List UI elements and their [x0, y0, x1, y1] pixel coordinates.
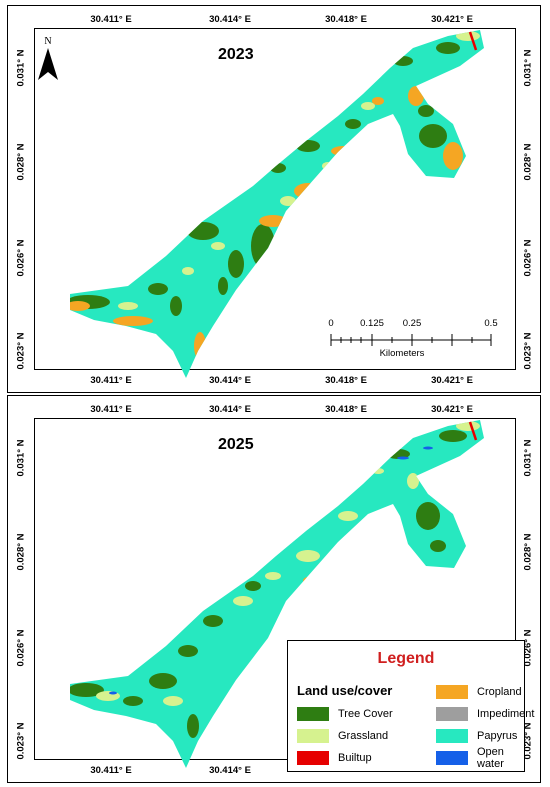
scale-unit: Kilometers	[379, 348, 425, 359]
north-label: N	[44, 36, 52, 47]
lon-tick-label: 30.414° E	[209, 14, 251, 25]
legend-swatch	[436, 729, 468, 743]
lon-tick-label: 30.418° E	[325, 404, 367, 415]
legend: Legend Land use/cover Cropland Tree Cove…	[287, 640, 534, 772]
builtup-road	[468, 421, 478, 441]
lon-tick-label: 30.414° E	[209, 404, 251, 415]
legend-title: Legend	[377, 650, 435, 667]
panel-title: 2023	[218, 46, 254, 63]
lon-tick-label: 30.414° E	[209, 765, 251, 776]
legend-label: Cropland	[477, 686, 522, 698]
legend-swatch	[436, 707, 468, 721]
scale-label: 0.5	[484, 318, 498, 329]
scale-label: 0	[328, 318, 334, 329]
legend-subtitle: Land use/cover	[297, 683, 393, 698]
legend-item-cropland: Cropland	[436, 685, 522, 699]
legend-swatch	[297, 751, 329, 765]
legend-swatch	[436, 751, 468, 765]
scale-bar: 0 0.125 0.25 0.5 Kilometers	[326, 318, 498, 368]
scale-label: 0.25	[402, 318, 422, 329]
lon-tick-label: 30.411° E	[90, 375, 132, 386]
panel-title: 2025	[218, 436, 254, 453]
lon-tick-label: 30.411° E	[90, 404, 132, 415]
lon-tick-label: 30.418° E	[325, 14, 367, 25]
legend-label: Papyrus	[477, 730, 518, 742]
lon-tick-label: 30.421° E	[431, 14, 473, 25]
legend-item-papyrus: Papyrus	[436, 729, 517, 743]
legend-item-builtup: Builtup	[297, 751, 372, 765]
legend-swatch	[297, 729, 329, 743]
lon-tick-label: 30.411° E	[90, 14, 132, 25]
legend-swatch	[436, 685, 468, 699]
legend-label: Open water	[477, 746, 504, 770]
map-frame	[34, 28, 516, 370]
north-arrow-icon: N	[36, 36, 60, 84]
legend-item-tree-cover: Tree Cover	[297, 707, 393, 721]
map-panel-2023: 30.411° E 30.414° E 30.418° E 30.421° E …	[7, 5, 541, 393]
lon-tick-label: 30.421° E	[431, 404, 473, 415]
legend-label: Tree Cover	[338, 708, 393, 720]
legend-item-open-water: Open water	[436, 746, 524, 770]
legend-item-grassland: Grassland	[297, 729, 388, 743]
lon-tick-label: 30.421° E	[431, 375, 473, 386]
map-frame	[34, 418, 516, 760]
lon-tick-label: 30.411° E	[90, 765, 132, 776]
legend-swatch	[297, 707, 329, 721]
land-cover-map-2023	[70, 30, 484, 378]
legend-label: Grassland	[338, 730, 389, 742]
legend-item-impediment: Impediment	[436, 707, 534, 721]
scale-label: 0.125	[360, 318, 384, 329]
lon-tick-label: 30.418° E	[325, 375, 367, 386]
lon-tick-label: 30.414° E	[209, 375, 251, 386]
builtup-road	[468, 31, 478, 51]
legend-label: Builtup	[338, 752, 372, 764]
legend-label: Impediment	[477, 708, 535, 720]
